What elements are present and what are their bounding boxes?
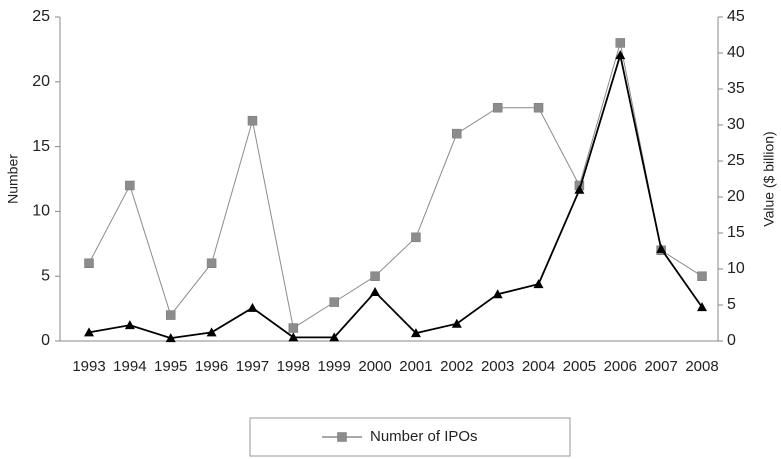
point bbox=[533, 102, 544, 113]
point bbox=[615, 38, 626, 48]
series-line bbox=[88, 42, 703, 329]
point bbox=[206, 327, 217, 337]
point bbox=[125, 180, 135, 191]
point bbox=[247, 302, 258, 312]
x-tick-label: 2003 bbox=[481, 358, 514, 375]
x-tick-label: 2001 bbox=[399, 358, 432, 375]
point bbox=[697, 302, 707, 312]
x-tick-label: 2002 bbox=[440, 358, 473, 375]
point bbox=[329, 297, 339, 307]
x-tick-label: 1998 bbox=[277, 358, 310, 375]
point bbox=[124, 320, 135, 330]
point bbox=[84, 258, 94, 268]
y2-tick-label: 5 bbox=[727, 296, 736, 313]
x-tick-label: 2006 bbox=[604, 358, 637, 375]
y2-tick-label: 35 bbox=[727, 80, 745, 97]
point bbox=[697, 271, 707, 281]
x-tick-label: 2005 bbox=[563, 358, 596, 375]
y2-axis-label: Value ($ billion) bbox=[761, 131, 777, 226]
series-line bbox=[88, 54, 703, 340]
y2-tick-label: 30 bbox=[727, 116, 745, 133]
x-tick-label: 1993 bbox=[72, 358, 105, 375]
point bbox=[288, 323, 299, 333]
point bbox=[165, 310, 176, 320]
x-tick-label: 2004 bbox=[522, 358, 555, 375]
point bbox=[533, 279, 544, 289]
point bbox=[206, 258, 217, 268]
legend-label: Number of IPOs bbox=[370, 428, 478, 445]
legend-box bbox=[249, 417, 571, 457]
y2-tick-label: 25 bbox=[727, 152, 745, 169]
y-tick-label: 20 bbox=[32, 73, 50, 90]
y2-tick-label: 45 bbox=[727, 8, 745, 25]
point bbox=[247, 115, 258, 126]
point bbox=[656, 243, 667, 253]
x-tick-label: 1997 bbox=[236, 358, 269, 375]
x-tick-label: 2007 bbox=[644, 358, 677, 375]
y2-tick-label: 20 bbox=[727, 188, 745, 205]
x-tick-label: 1996 bbox=[195, 358, 228, 375]
x-tick-label: 1995 bbox=[154, 358, 187, 375]
x-tick-label: 2008 bbox=[685, 358, 718, 375]
point bbox=[615, 50, 626, 60]
point bbox=[411, 232, 421, 243]
point bbox=[410, 328, 421, 338]
point bbox=[288, 332, 299, 342]
y-axis-label: Number bbox=[5, 154, 21, 204]
point bbox=[492, 289, 503, 299]
x-tick-label: 1994 bbox=[113, 358, 146, 375]
point bbox=[451, 318, 462, 328]
point bbox=[492, 102, 503, 113]
point bbox=[329, 332, 340, 342]
point bbox=[574, 184, 585, 194]
y-tick-label: 25 bbox=[32, 8, 50, 25]
x-tick-label: 1999 bbox=[318, 358, 351, 375]
y2-tick-label: 10 bbox=[727, 260, 745, 277]
point bbox=[337, 432, 347, 442]
point bbox=[370, 271, 380, 281]
y2-tick-label: 40 bbox=[727, 44, 745, 61]
y2-tick-label: 0 bbox=[727, 332, 736, 349]
point bbox=[84, 327, 94, 337]
x-tick-label: 2000 bbox=[358, 358, 391, 375]
point bbox=[452, 128, 462, 139]
y2-tick-label: 15 bbox=[727, 224, 745, 241]
y-tick-label: 5 bbox=[41, 267, 50, 284]
point bbox=[165, 333, 176, 343]
point bbox=[370, 287, 381, 297]
y-tick-label: 10 bbox=[32, 203, 50, 220]
y-tick-label: 15 bbox=[32, 138, 50, 155]
y-tick-label: 0 bbox=[41, 332, 50, 349]
